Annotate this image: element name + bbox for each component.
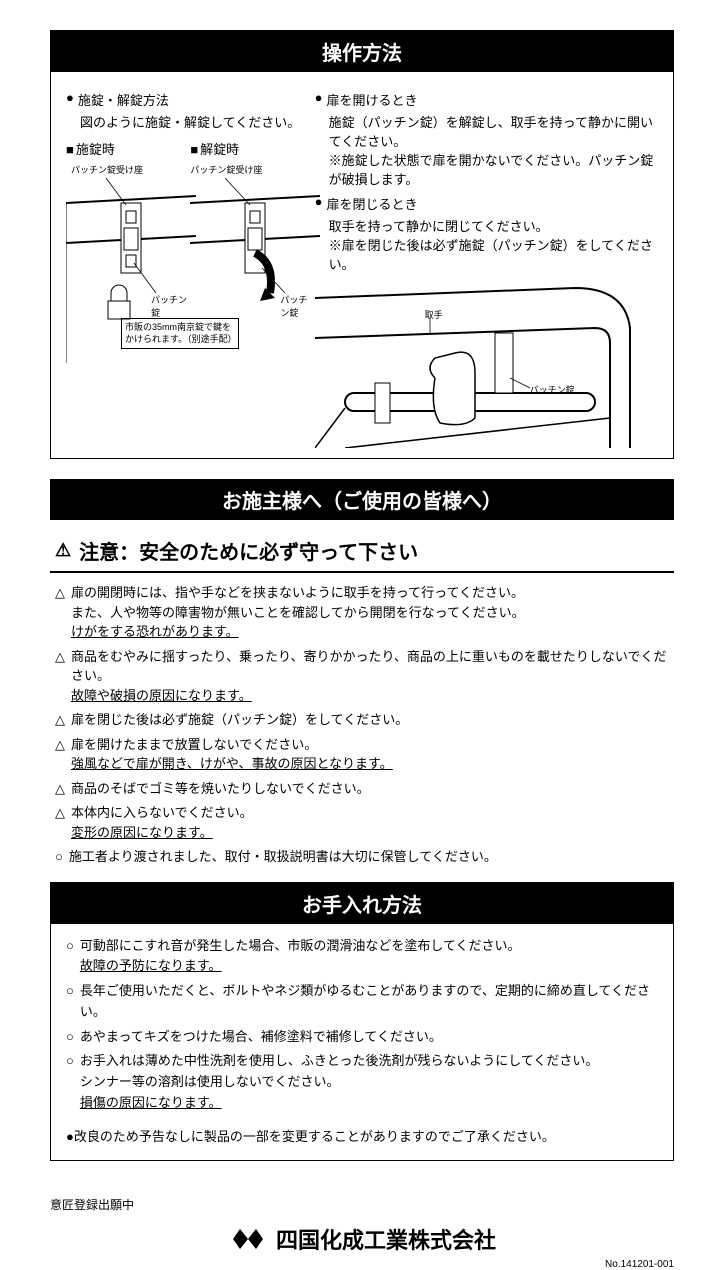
unlock-diagram: パッチン錠受け座 パッチン錠 bbox=[190, 163, 314, 363]
lock-diagram: パッチン錠受け座 パッチン錠 市販の35mm南京錠で鍵をかけられます。（別途手配… bbox=[66, 163, 190, 363]
caution-item: △商品のそばでゴミ等を焼いたりしないでください。 bbox=[55, 779, 674, 799]
open-text2: ※施錠した状態で扉を開かないでください。パッチン錠が破損します。 bbox=[315, 150, 658, 188]
maintenance-item: ○お手入れは薄めた中性洗剤を使用し、ふきとった後洗剤が残らないようにしてください… bbox=[51, 1049, 673, 1115]
company-logo-icon bbox=[228, 1224, 268, 1254]
lock-method-heading: 施錠・解錠方法 bbox=[78, 90, 169, 109]
caution-item: ○施工者より渡されました、取付・取扱説明書は大切に保管してください。 bbox=[55, 847, 674, 867]
close-text1: 取手を持って静かに閉じてください。 bbox=[315, 216, 658, 235]
change-notice: ●改良のため予告なしに製品の一部を変更することがありますのでご了承ください。 bbox=[51, 1116, 673, 1145]
operation-title: 操作方法 bbox=[51, 31, 673, 72]
caution-item: △扉を閉じた後は必ず施錠（パッチン錠）をしてください。 bbox=[55, 710, 674, 730]
owner-title: お施主様へ（ご使用の皆様へ） bbox=[50, 479, 674, 520]
maintenance-item: ○あやまってキズをつけた場合、補修塗料で補修してください。 bbox=[51, 1025, 673, 1050]
company-line: 四国化成工業株式会社 bbox=[0, 1223, 724, 1255]
maintenance-section: お手入れ方法 ○可動部にこすれ音が発生した場合、市販の潤滑油などを塗布してくださ… bbox=[50, 882, 674, 1161]
close-text2: ※扉を閉じた後は必ず施錠（パッチン錠）をしてください。 bbox=[315, 235, 658, 273]
open-text1: 施錠（パッチン錠）を解錠し、取手を持って静かに開いてください。 bbox=[315, 112, 658, 150]
caution-item: △扉を開けたままで放置しないでください。強風などで扉が開き、けがや、事故の原因と… bbox=[55, 735, 674, 774]
operation-section: 操作方法 ●施錠・解錠方法 図のように施錠・解錠してください。 ■施錠時 ■解錠… bbox=[50, 30, 674, 459]
caution-item: △本体内に入らないでください。変形の原因になります。 bbox=[55, 803, 674, 842]
caution-item: △商品をむやみに揺すったり、乗ったり、寄りかかったり、商品の上に重いものを載せた… bbox=[55, 647, 674, 706]
close-heading: 扉を閉じるとき bbox=[326, 194, 417, 213]
handle-diagram: 取手 パッチン錠 bbox=[315, 278, 658, 448]
unlock-state-heading: 解錠時 bbox=[200, 142, 239, 157]
lock-state-heading: 施錠時 bbox=[76, 142, 115, 157]
caution-list: △扉の開閉時には、指や手などを挟まないように取手を持って行ってください。また、人… bbox=[50, 583, 674, 867]
document-number: No.141201-001 bbox=[0, 1259, 724, 1270]
maintenance-item: ○長年ご使用いただくと、ボルトやネジ類がゆるむことがありますので、定期的に締め直… bbox=[51, 979, 673, 1025]
company-name: 四国化成工業株式会社 bbox=[276, 1223, 496, 1255]
caution-item: △扉の開閉時には、指や手などを挟まないように取手を持って行ってください。また、人… bbox=[55, 583, 674, 642]
lock-method-text: 図のように施錠・解錠してください。 bbox=[66, 112, 315, 131]
open-heading: 扉を開けるとき bbox=[326, 90, 417, 109]
maintenance-title: お手入れ方法 bbox=[51, 883, 673, 924]
maintenance-item: ○可動部にこすれ音が発生した場合、市販の潤滑油などを塗布してください。故障の予防… bbox=[51, 934, 673, 980]
caution-title: ⚠注意：安全のために必ず守って下さい bbox=[50, 530, 674, 573]
design-registration: 意匠登録出願中 bbox=[0, 1191, 724, 1213]
